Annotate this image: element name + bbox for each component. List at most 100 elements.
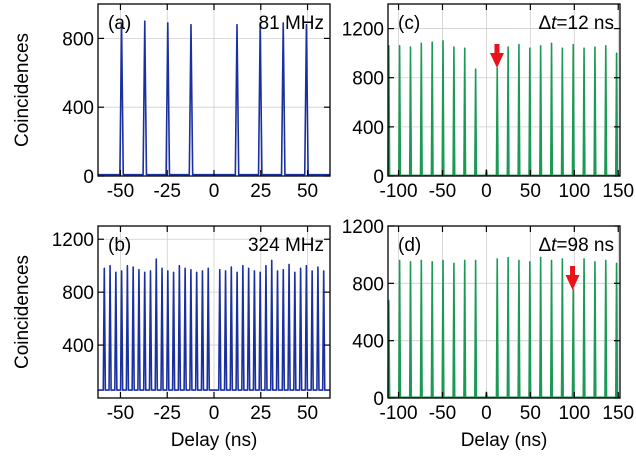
data-point <box>196 272 197 273</box>
x-tick-label: -50 <box>429 403 456 424</box>
x-tick-label: -50 <box>107 403 134 424</box>
data-point <box>317 266 318 267</box>
y-tick-label: 400 <box>352 332 384 353</box>
data-point <box>540 45 541 46</box>
panel-annotation: Δt=98 ns <box>538 235 614 256</box>
data-point <box>323 270 324 271</box>
panel-d: -100 -50 0 50 100 150 0 400 800 1200 (d) Δt=98 ns De… <box>342 217 634 451</box>
data-point <box>605 45 606 46</box>
data-point <box>104 268 105 269</box>
data-point <box>185 268 186 269</box>
x-tick-label: 25 <box>250 181 271 202</box>
x-tick-label: 25 <box>250 403 271 424</box>
data-point <box>562 48 563 49</box>
data-point <box>453 263 454 264</box>
panel-annotation: 81 MHz <box>259 13 324 34</box>
x-tick-label: 50 <box>520 181 541 202</box>
data-point <box>121 270 122 271</box>
data-point <box>410 46 411 47</box>
data-point <box>475 260 476 261</box>
x-tick-label: -25 <box>153 403 180 424</box>
x-tick-label: 50 <box>297 181 318 202</box>
y-tick-label: 800 <box>352 274 384 295</box>
data-point <box>179 265 180 266</box>
x-tick-label: -50 <box>429 181 456 202</box>
x-tick-label: 50 <box>297 403 318 424</box>
series-line <box>387 256 621 399</box>
y-axis-title: Coincidences <box>12 255 33 369</box>
x-tick-label: 150 <box>602 403 634 424</box>
x-tick-label: -25 <box>153 181 180 202</box>
data-point <box>144 272 145 273</box>
data-point <box>399 45 400 46</box>
data-point <box>242 265 243 266</box>
marker-arrow <box>489 44 504 68</box>
data-point <box>421 260 422 261</box>
data-point <box>271 260 272 261</box>
data-point <box>167 270 168 271</box>
data-point <box>518 260 519 261</box>
data-point <box>410 261 411 262</box>
data-point <box>421 43 422 44</box>
data-point <box>225 270 226 271</box>
y-tick-label: 1200 <box>52 230 94 251</box>
panel-annotation: 324 MHz <box>248 235 324 256</box>
data-point <box>306 265 307 266</box>
data-point <box>202 270 203 271</box>
data-point <box>167 22 168 23</box>
data-point <box>616 263 617 264</box>
data-point <box>283 269 284 270</box>
x-tick-label: 0 <box>481 181 492 202</box>
x-tick-label: 0 <box>209 403 220 424</box>
y-tick-label: 400 <box>62 98 94 119</box>
data-point <box>529 261 530 262</box>
x-tick-label: 0 <box>209 181 220 202</box>
y-tick-label: 0 <box>373 167 384 188</box>
data-point <box>254 270 255 271</box>
series-line <box>97 258 331 391</box>
series-line <box>387 40 621 177</box>
data-point <box>236 272 237 273</box>
y-tick-label: 400 <box>352 118 384 139</box>
x-axis-title: Delay (ns) <box>461 430 548 451</box>
x-tick-label: 100 <box>558 181 590 202</box>
x-axis-title: Delay (ns) <box>171 430 258 451</box>
marker-arrow <box>565 266 580 290</box>
data-point <box>432 261 433 262</box>
data-point <box>551 260 552 261</box>
data-point <box>260 272 261 273</box>
data-point <box>312 270 313 271</box>
x-tick-label: -50 <box>107 181 134 202</box>
data-point <box>161 268 162 269</box>
data-point <box>265 265 266 266</box>
plot-frame <box>387 225 621 399</box>
y-tick-label: 800 <box>62 283 94 304</box>
data-point <box>248 268 249 269</box>
data-point <box>616 53 617 54</box>
data-point <box>583 258 584 259</box>
panel-label: (c) <box>398 13 420 34</box>
y-tick-label: 0 <box>373 389 384 410</box>
plot-frame <box>387 3 621 177</box>
data-point <box>399 260 400 261</box>
data-point <box>150 270 151 271</box>
data-point <box>294 272 295 273</box>
data-point <box>173 272 174 273</box>
x-tick-label: -100 <box>380 181 418 202</box>
data-point <box>144 21 145 22</box>
panel-label: (b) <box>108 235 131 256</box>
data-point <box>540 257 541 258</box>
data-point <box>277 270 278 271</box>
panel-label: (d) <box>398 235 421 256</box>
data-point <box>288 264 289 265</box>
data-point <box>605 260 606 261</box>
y-axis-title: Coincidences <box>12 33 33 147</box>
data-point <box>133 266 134 267</box>
y-tick-label: 400 <box>62 336 94 357</box>
y-tick-label: 1200 <box>342 217 384 238</box>
data-point <box>583 48 584 49</box>
x-tick-label: -100 <box>380 403 418 424</box>
data-point <box>208 268 209 269</box>
x-tick-label: 0 <box>481 403 492 424</box>
